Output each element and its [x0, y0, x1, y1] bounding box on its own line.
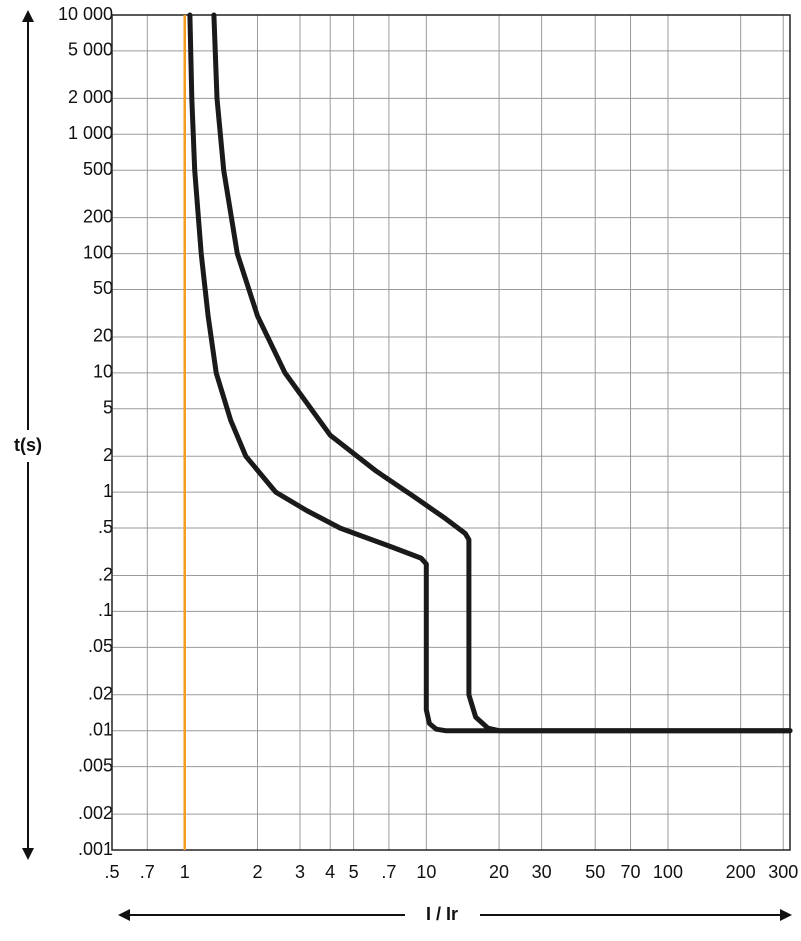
y-tick-label: .5: [98, 517, 113, 537]
y-tick-label: .05: [88, 636, 113, 656]
y-tick-label: 10: [93, 362, 113, 382]
x-tick-label: .7: [140, 862, 155, 882]
y-tick-label: 2: [103, 445, 113, 465]
x-tick-label: .7: [381, 862, 396, 882]
y-tick-label: 5 000: [68, 40, 113, 60]
x-tick-label: 100: [653, 862, 683, 882]
y-tick-label: .002: [78, 803, 113, 823]
x-tick-label: 10: [416, 862, 436, 882]
plot-background: [112, 15, 790, 850]
y-tick-label: 10 000: [58, 4, 113, 24]
y-tick-label: 100: [83, 242, 113, 262]
x-tick-label: 2: [252, 862, 262, 882]
x-tick-label: 4: [325, 862, 335, 882]
y-tick-label: .1: [98, 600, 113, 620]
y-tick-label: .02: [88, 684, 113, 704]
x-tick-label: 50: [585, 862, 605, 882]
x-axis-label: I / Ir: [426, 904, 458, 924]
trip-curve: [187, 12, 793, 734]
y-tick-label: .005: [78, 755, 113, 775]
y-tick-label: 1: [103, 481, 113, 501]
x-tick-label: 300: [768, 862, 798, 882]
y-tick-label: .01: [88, 719, 113, 739]
x-tick-label: 5: [349, 862, 359, 882]
x-tick-label: 200: [726, 862, 756, 882]
x-tick-label: .5: [104, 862, 119, 882]
y-tick-label: .001: [78, 839, 113, 859]
x-tick-label: 3: [295, 862, 305, 882]
y-tick-label: 2 000: [68, 87, 113, 107]
y-tick-label: 200: [83, 206, 113, 226]
y-tick-label: 1 000: [68, 123, 113, 143]
trip-curve: [211, 12, 793, 734]
y-tick-label: 50: [93, 278, 113, 298]
x-tick-label: 70: [621, 862, 641, 882]
plot-frame: [111, 14, 791, 851]
y-tick-label: 500: [83, 159, 113, 179]
x-tick-label: 30: [532, 862, 552, 882]
y-tick-label: .2: [98, 564, 113, 584]
y-tick-label: 20: [93, 326, 113, 346]
x-tick-label: 20: [489, 862, 509, 882]
x-tick-label: 1: [180, 862, 190, 882]
y-tick-label: 5: [103, 398, 113, 418]
y-axis-label: t(s): [14, 435, 42, 455]
